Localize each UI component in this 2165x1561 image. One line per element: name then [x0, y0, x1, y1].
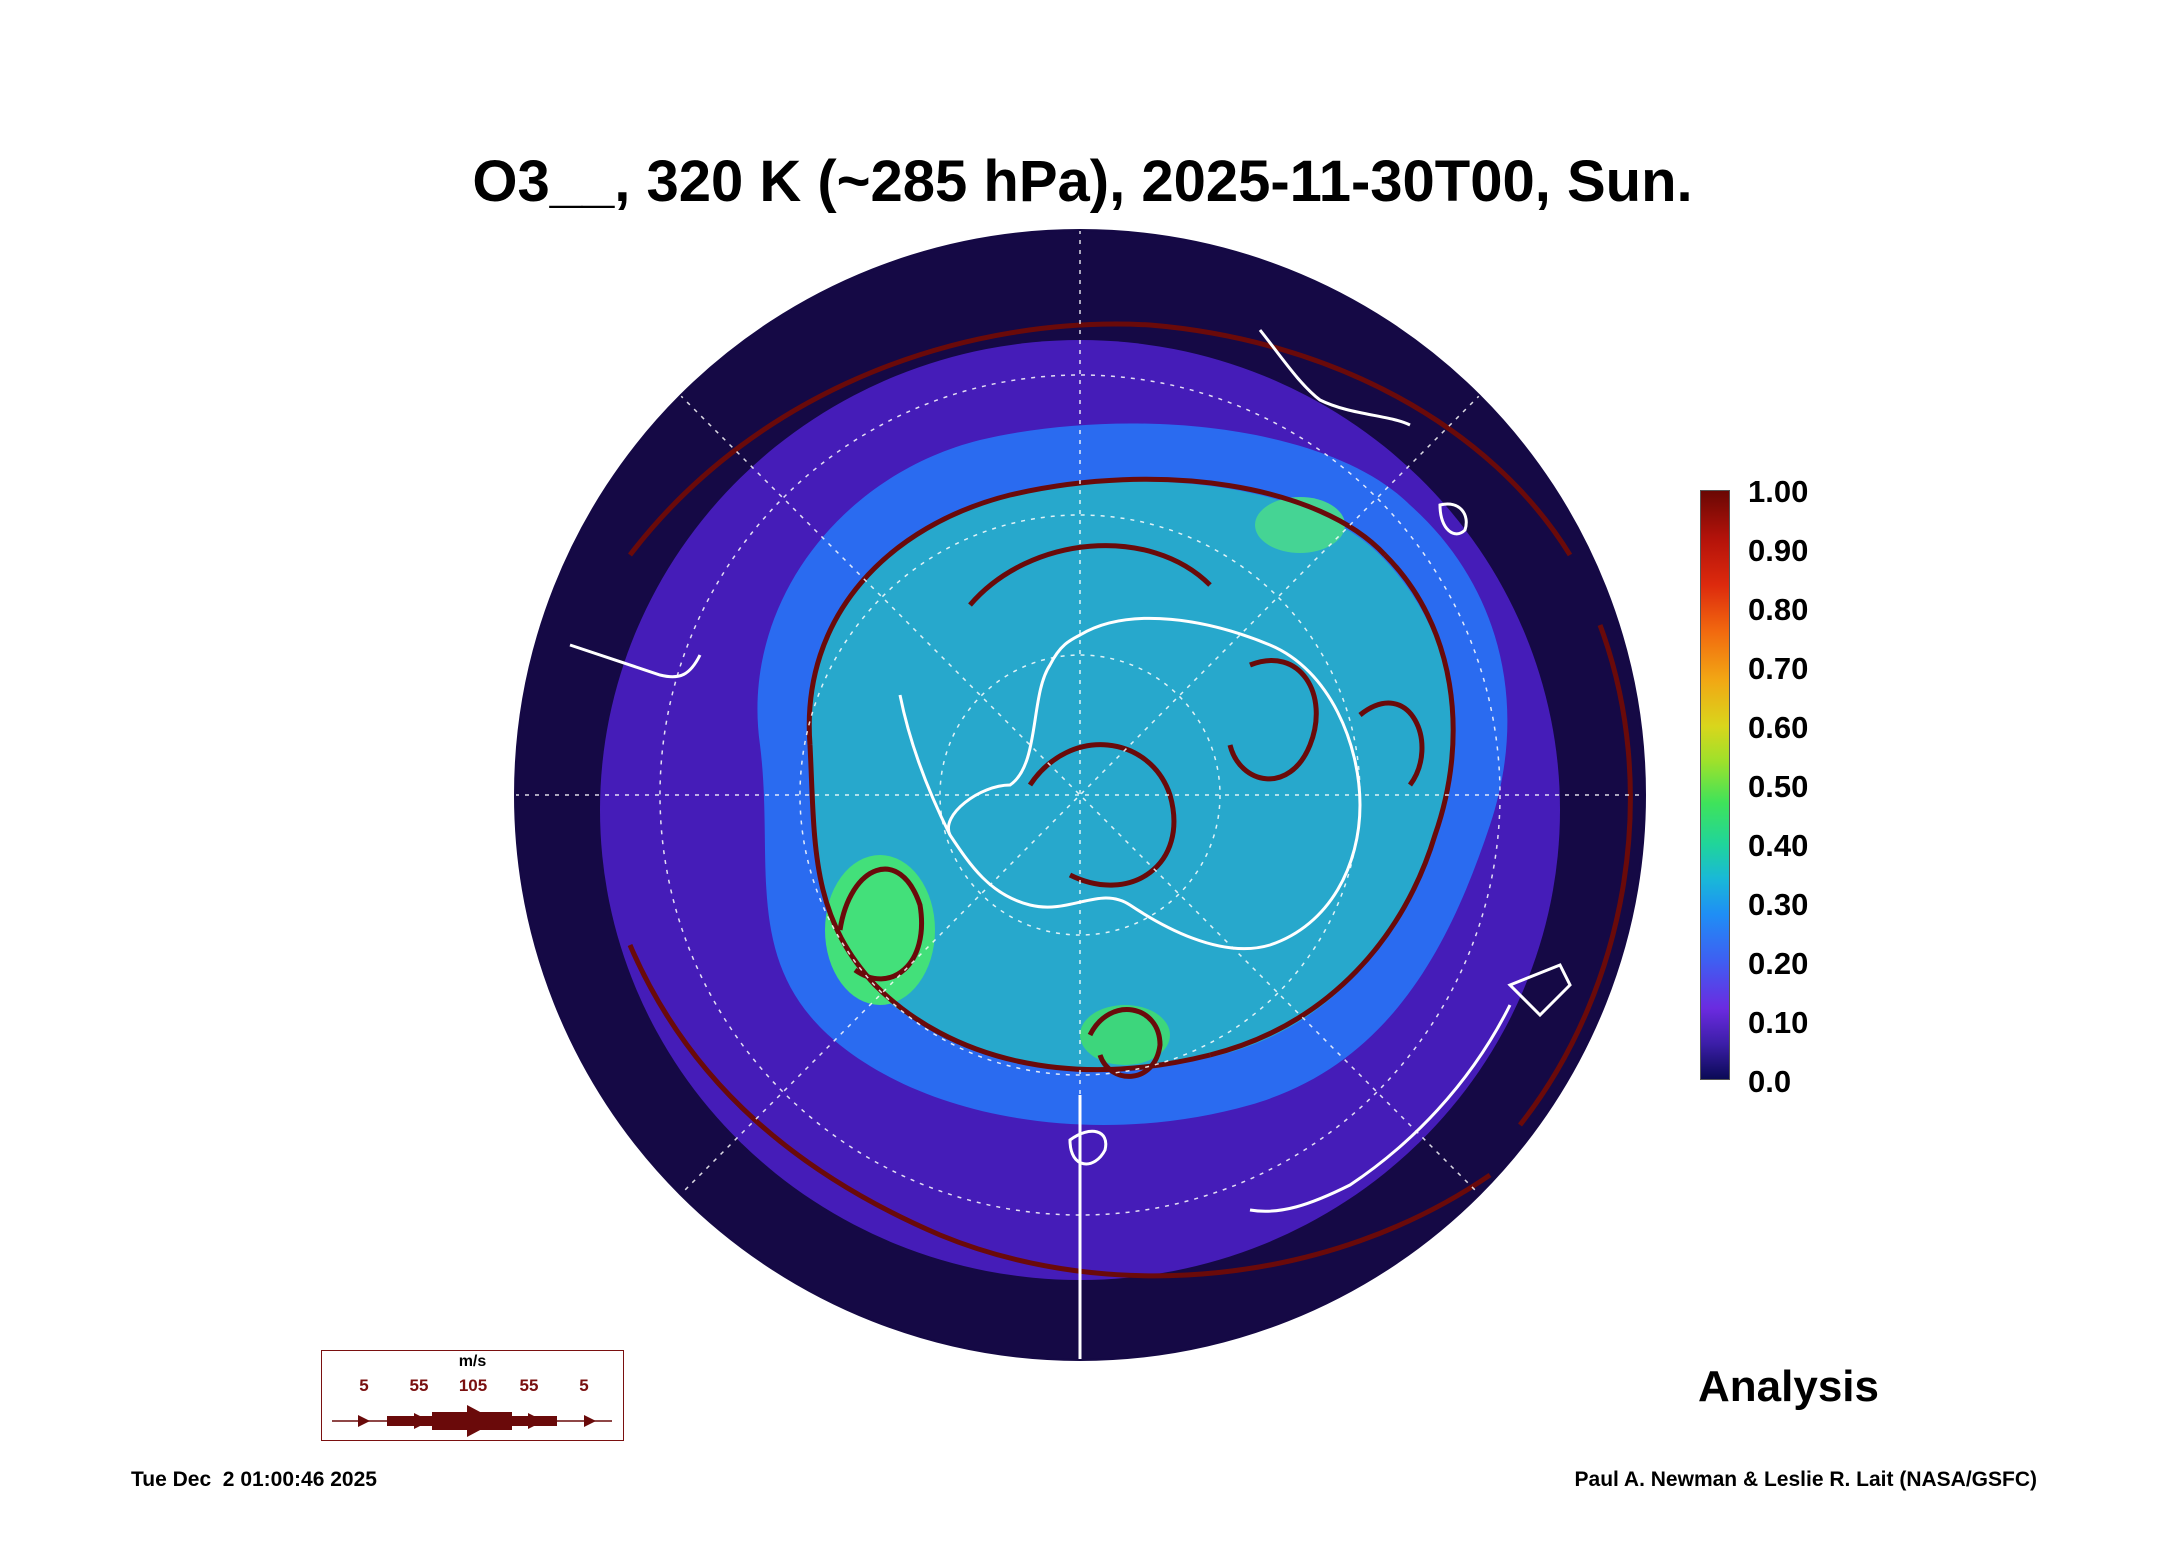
colorbar-label: 0.80	[1748, 592, 1809, 627]
colorbar-label: 0.40	[1748, 828, 1809, 863]
colorbar	[1700, 490, 1730, 1080]
legend-speed: 55	[409, 1376, 429, 1395]
polar-ozone-map	[510, 225, 1650, 1365]
colorbar-label: 0.50	[1748, 769, 1809, 804]
inner-ozone-band	[809, 481, 1454, 1069]
legend-speed: 5	[579, 1376, 589, 1395]
wind-streamlines	[627, 321, 1633, 1279]
legend-arrow-scale	[332, 1405, 612, 1437]
colorbar-label: 0.90	[1748, 533, 1809, 568]
colorbar-label: 0.0	[1748, 1064, 1792, 1099]
legend-speed: 105	[458, 1376, 488, 1395]
map-border	[514, 229, 1646, 1361]
legend-unit: m/s	[458, 1353, 487, 1370]
polar-map-svg	[514, 229, 1646, 1361]
colorbar-label: 0.70	[1748, 651, 1809, 686]
map-title: O3__, 320 K (~285 hPa), 2025-11-30T00, S…	[472, 149, 1693, 214]
colorbar-label: 1.00	[1748, 474, 1809, 509]
colorbar-label: 0.20	[1748, 946, 1809, 981]
analysis-label: Analysis	[1698, 1362, 1879, 1411]
colorbar-label: 0.30	[1748, 887, 1809, 922]
legend-speed: 5	[359, 1376, 369, 1395]
credit: Paul A. Newman & Leslie R. Lait (NASA/GS…	[1574, 1468, 2037, 1491]
graticule	[515, 230, 1645, 1360]
colorbar-label: 0.10	[1748, 1005, 1809, 1040]
legend-speed: 55	[519, 1376, 539, 1395]
timestamp: Tue Dec 2 01:00:46 2025	[131, 1468, 377, 1491]
wind-speed-legend: m/s 5 55 105 55 5	[321, 1350, 624, 1441]
colorbar-label: 0.60	[1748, 710, 1809, 745]
